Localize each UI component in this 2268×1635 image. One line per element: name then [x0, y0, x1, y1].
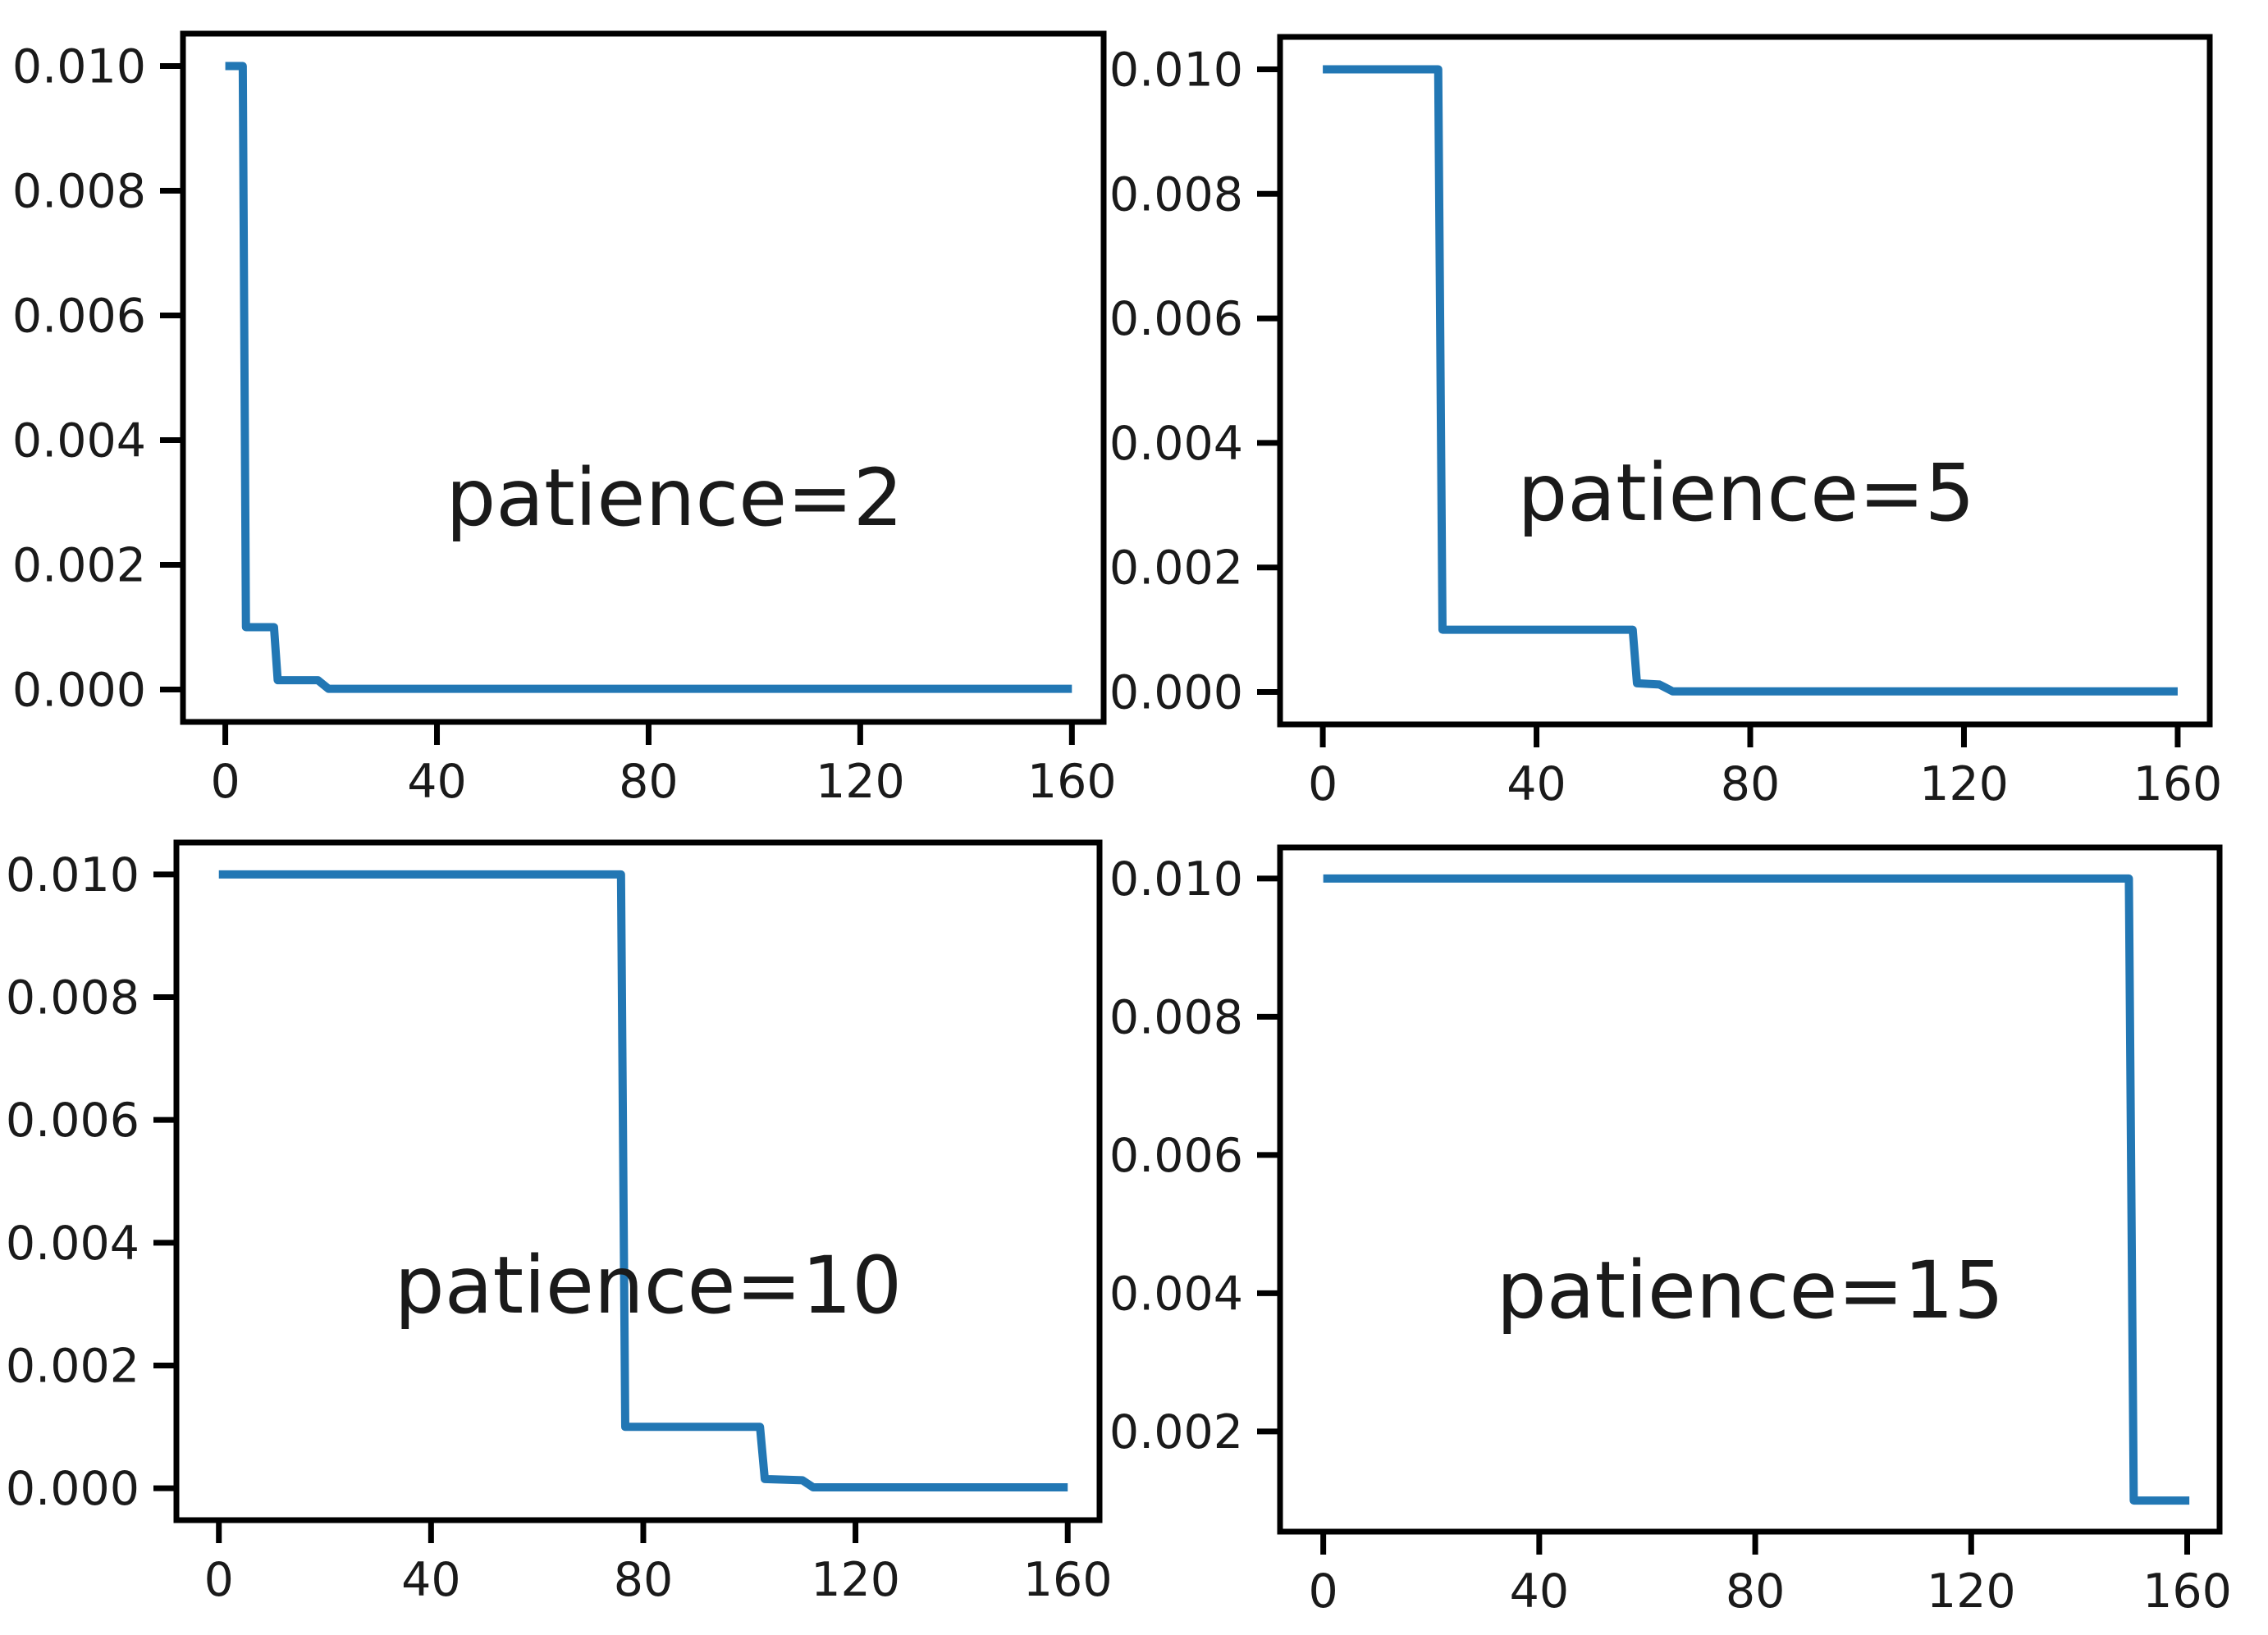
- x-tick-label: 160: [2142, 1564, 2232, 1619]
- learning-rate-line: [225, 62, 1072, 693]
- x-tick-label: 40: [401, 1553, 461, 1607]
- panel-patience-5: 0 40 80 120 160 0.000 0.002 0.004 0.006 0.008 0.01…: [1109, 34, 2223, 811]
- plot-box: [1277, 844, 2223, 1535]
- y-tick-label: 0.010: [12, 40, 146, 94]
- x-tick-label: 0: [204, 1553, 234, 1607]
- y-tick-label: 0.008: [6, 971, 139, 1025]
- y-tick-label: 0.002: [6, 1339, 139, 1393]
- y-tick-label: 0.004: [1109, 1267, 1243, 1321]
- learning-rate-line: [1323, 65, 2178, 696]
- y-tick-label: 0.010: [1109, 852, 1243, 907]
- y-tick-label: 0.008: [1109, 167, 1243, 222]
- x-tick-label: 0: [1308, 757, 1337, 811]
- x-tick-label: 40: [407, 755, 467, 809]
- y-tick-label: 0.004: [1109, 417, 1243, 471]
- x-tick-label: 160: [2133, 757, 2223, 811]
- annotation-label: patience=5: [1517, 447, 1974, 539]
- x-tick-label: 160: [1027, 755, 1117, 809]
- x-tick-label: 120: [811, 1553, 900, 1607]
- learning-rate-line: [1323, 874, 2190, 1505]
- y-tick-label: 0.000: [1109, 666, 1243, 720]
- x-tick-label: 80: [619, 755, 679, 809]
- y-tick-label: 0.010: [6, 848, 139, 902]
- y-tick-label: 0.008: [12, 165, 146, 219]
- y-tick-label: 0.004: [12, 413, 146, 468]
- y-tick-label: 0.006: [1109, 1129, 1243, 1183]
- y-tick-label: 0.000: [12, 663, 146, 717]
- plot-box: [173, 839, 1103, 1523]
- x-tick-label: 120: [1919, 757, 2009, 811]
- y-tick-label: 0.006: [12, 290, 146, 344]
- annotation-label: patience=15: [1497, 1245, 2004, 1336]
- y-tick-label: 0.006: [1109, 292, 1243, 346]
- y-tick-label: 0.010: [1109, 43, 1243, 97]
- annotation-label: patience=2: [446, 452, 903, 544]
- y-tick-label: 0.002: [1109, 1405, 1243, 1459]
- y-tick-label: 0.006: [6, 1094, 139, 1148]
- learning-rate-line: [218, 870, 1068, 1491]
- plot-box: [1277, 34, 2213, 728]
- x-tick-label: 120: [816, 755, 905, 809]
- x-tick-label: 40: [1510, 1564, 1570, 1619]
- annotation-label: patience=10: [395, 1240, 902, 1331]
- x-tick-label: 80: [1726, 1564, 1786, 1619]
- panel-patience-2: 0 40 80 120 160 0.000 0.002 0.004 0.006 0.008 0.01…: [12, 30, 1117, 809]
- y-tick-label: 0.004: [6, 1217, 139, 1271]
- x-tick-label: 40: [1507, 757, 1566, 811]
- panel-patience-10: 0 40 80 120 160 0.000 0.002 0.004 0.006 0.008 0.01…: [6, 839, 1113, 1607]
- plot-box: [180, 30, 1107, 725]
- x-tick-label: 0: [210, 755, 240, 809]
- y-tick-label: 0.002: [12, 538, 146, 592]
- y-tick-label: 0.002: [1109, 541, 1243, 596]
- x-tick-label: 80: [614, 1553, 674, 1607]
- y-tick-label: 0.008: [1109, 990, 1243, 1044]
- y-tick-label: 0.000: [6, 1462, 139, 1516]
- x-tick-label: 80: [1721, 757, 1781, 811]
- x-tick-label: 0: [1309, 1564, 1338, 1619]
- x-tick-label: 160: [1023, 1553, 1113, 1607]
- panel-patience-15: 0 40 80 120 160 0.002 0.004 0.006 0.008 0.010 pati…: [1109, 844, 2232, 1619]
- x-tick-label: 120: [1927, 1564, 2016, 1619]
